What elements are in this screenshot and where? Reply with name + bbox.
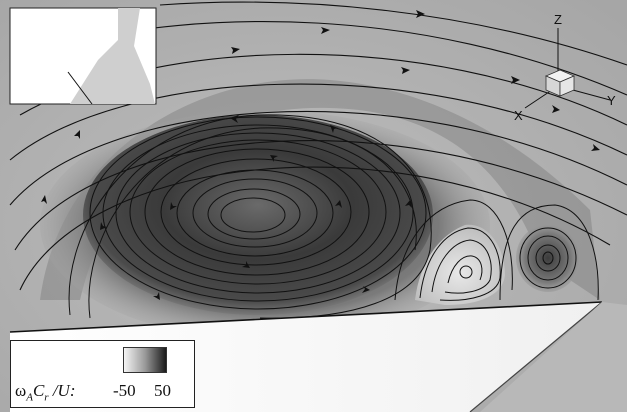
axis-label-z: Z: [554, 12, 562, 27]
colorbar-legend: ωACr /U: -50 50: [10, 340, 195, 408]
colorbar-variable-label: ωACr /U:: [15, 381, 75, 403]
axis-label-x: X: [514, 108, 523, 123]
colorbar-max-label: 50: [154, 381, 171, 400]
c-symbol: C: [32, 381, 45, 400]
omega-symbol: ω: [15, 381, 27, 400]
inset-wing-planform: [70, 8, 155, 104]
axis-cube: [544, 69, 576, 97]
axis-label-y: Y: [607, 93, 616, 108]
c-subscript: r: [44, 391, 49, 404]
primary-vortex-core: [83, 115, 433, 315]
inset-cut-line: [67, 71, 93, 105]
tertiary-vortex-core: [516, 224, 580, 292]
primary-vortex-arrows: [100, 115, 412, 300]
primary-vortex-streamlines: [68, 114, 432, 319]
wing-leading-edge: [9, 301, 603, 333]
omega-subscript: A: [26, 391, 33, 404]
tertiary-vortex-streamlines: [499, 204, 599, 301]
label-tail: /U:: [48, 381, 76, 400]
wing-upper-shadow: [480, 302, 627, 412]
colorbar-min-label: -50: [113, 381, 136, 400]
secondary-vortex-streamlines: [394, 199, 513, 301]
wing-trailing-edge: [469, 301, 603, 412]
colorbar-gradient: [123, 347, 167, 373]
